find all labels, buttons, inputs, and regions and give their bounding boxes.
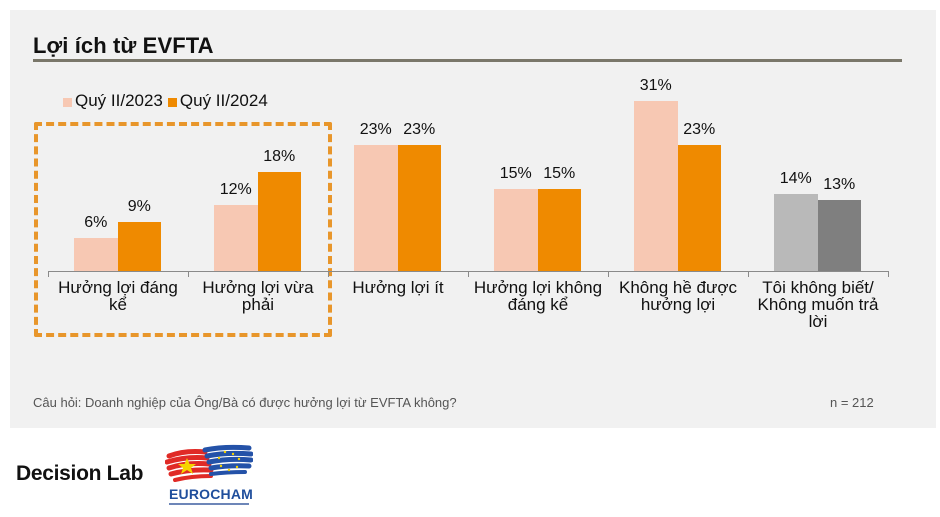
decision-lab-logo: Decision Lab <box>16 462 144 485</box>
x-axis-tick <box>468 271 469 277</box>
eurocham-logo: EUROCHAM <box>164 442 254 510</box>
category-label: Hưởng lợi đáng kể <box>48 279 188 313</box>
category-label-line: Hưởng lợi không <box>473 278 603 297</box>
category-label-line: kể <box>109 295 127 314</box>
category-label: Hưởng lợi vừa phải <box>188 279 328 313</box>
legend-label-2024: Quý II/2024 <box>179 91 268 110</box>
x-axis-tick <box>328 271 329 277</box>
category-label-line: Tôi không biết/ <box>762 278 874 297</box>
bar-2024 <box>817 199 861 271</box>
chart-title: Lợi ích từ EVFTA <box>33 33 214 58</box>
category-label-line: Không hề được <box>619 278 737 297</box>
bar-2023 <box>494 188 538 271</box>
bar-value-label: 15% <box>543 164 576 182</box>
category-label: Tôi không biết/Không muốn trả lời <box>748 279 888 330</box>
bar-value-label: 14% <box>779 170 812 188</box>
eurocham-flag-icon <box>164 444 254 482</box>
bar-value-label: 13% <box>823 175 856 193</box>
category-label-line: lời <box>808 312 828 331</box>
bar-2024 <box>397 144 441 271</box>
highlight-dashed-box <box>34 122 332 337</box>
bar-value-label: 18% <box>263 148 296 166</box>
bar-2023 <box>634 101 678 271</box>
legend-label-2023: Quý II/2023 <box>75 91 163 110</box>
bar-2023 <box>74 238 118 271</box>
x-axis-tick <box>188 271 189 277</box>
category-label-line: phải <box>241 295 275 314</box>
category-label: Hưởng lợi ít <box>328 279 468 296</box>
bar-2023 <box>354 144 398 271</box>
bar-value-label: 23% <box>403 120 436 138</box>
category-label: Không hề được hưởng lợi <box>608 279 748 313</box>
legend-item-2023: Quý II/2023 <box>63 91 163 111</box>
bar-2024 <box>537 188 581 271</box>
legend-swatch-2024 <box>167 97 177 107</box>
category-label-line: Hưởng lợi vừa <box>202 278 314 297</box>
bar-2024 <box>117 221 161 271</box>
bar-2024 <box>257 172 301 271</box>
bar-2023 <box>774 194 818 271</box>
category-label-line: hưởng lợi <box>640 295 716 314</box>
survey-question: Câu hỏi: Doanh nghiệp của Ông/Bà có được… <box>33 395 457 410</box>
x-axis-tick <box>608 271 609 277</box>
category-label-line: Hưởng lợi đáng <box>58 278 178 297</box>
legend-item-2024: Quý II/2024 <box>167 91 268 111</box>
legend-swatch-2023 <box>63 97 72 107</box>
category-label-line: Hưởng lợi ít <box>352 278 444 297</box>
sample-size: n = 212 <box>830 395 874 410</box>
bar-value-label: 12% <box>219 181 252 199</box>
legend: Quý II/2023 Quý II/2024 <box>63 91 273 111</box>
eurocham-wordmark: EUROCHAM <box>169 486 254 502</box>
bar-value-label: 23% <box>683 120 716 138</box>
category-label: Hưởng lợi không đáng kể <box>468 279 608 313</box>
bar-2023 <box>214 205 258 271</box>
x-axis-tick <box>748 271 749 277</box>
bar-value-label: 15% <box>499 164 532 182</box>
eurocham-tagline <box>169 503 249 505</box>
bar-value-label: 23% <box>359 120 392 138</box>
bar-value-label: 9% <box>127 197 151 215</box>
bar-value-label: 31% <box>639 77 672 95</box>
category-label-line: Không muốn trả <box>757 295 879 314</box>
bar-value-label: 6% <box>84 214 108 232</box>
title-underline <box>33 59 902 62</box>
category-label-line: đáng kể <box>507 295 569 314</box>
bar-2024 <box>677 144 721 271</box>
x-axis-tick <box>48 271 49 277</box>
x-axis-tick <box>888 271 889 277</box>
